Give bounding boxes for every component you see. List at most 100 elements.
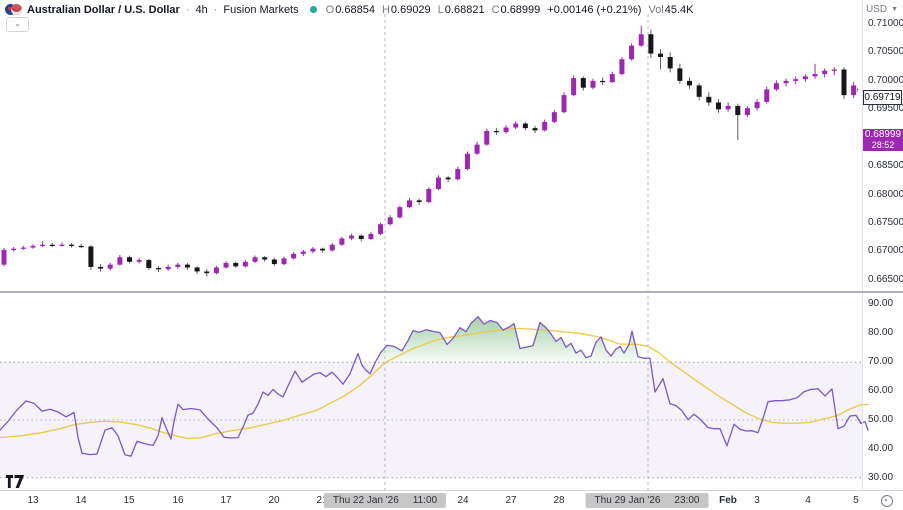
candle-body [242, 261, 248, 267]
candle-body [667, 56, 673, 69]
candle-body [600, 80, 606, 83]
candle-body [339, 238, 345, 245]
price-tick-label: 0.68000 [868, 189, 903, 200]
exchange-label[interactable]: Fusion Markets [223, 3, 299, 16]
candle-body [629, 45, 635, 60]
currency-label: USD [865, 4, 888, 15]
candle-body [435, 177, 441, 189]
candle-body [764, 89, 770, 102]
open-value: 0.68854 [335, 3, 375, 16]
time-tick-label: 15 [123, 495, 135, 506]
rsi-tick-label: 90.00 [868, 298, 894, 309]
candle-body [358, 235, 364, 240]
candle-body [831, 69, 837, 71]
candle-body [117, 257, 123, 265]
rsi-line [0, 316, 869, 457]
candle-body [802, 76, 808, 80]
time-tick-label: 17 [220, 495, 232, 506]
symbol-legend[interactable]: Australian Dollar / U.S. Dollar · 4h · F… [5, 3, 694, 16]
candle-body [271, 259, 277, 265]
candle-body [59, 244, 65, 247]
candle-body [320, 248, 326, 251]
time-tick-label: 14 [75, 495, 87, 506]
time-tick-label: 24 [457, 495, 469, 506]
tradingview-logo[interactable] [5, 474, 26, 489]
candle-body [851, 85, 857, 96]
axis-plus-icon[interactable]: + [855, 84, 861, 95]
candle-body [648, 34, 654, 54]
candle-body [155, 268, 161, 270]
candle-body [368, 233, 374, 240]
volume-label: Vol [648, 3, 664, 16]
candle-body [754, 101, 760, 109]
bar-countdown: 28:52 [871, 140, 895, 150]
candle-body [696, 85, 702, 97]
rsi-band [0, 362, 862, 478]
candle-body [426, 188, 432, 203]
candle-body [349, 235, 355, 239]
price-axis-currency-button[interactable]: USD ▼ [866, 4, 898, 15]
candle-body [638, 34, 644, 46]
candle-body [329, 244, 335, 251]
candle-body [445, 177, 451, 180]
candle-body [11, 248, 17, 251]
currency-pair-icon [5, 3, 22, 16]
candle-body [20, 247, 26, 249]
time-tick-label: 20 [268, 495, 280, 506]
candle-body [98, 266, 104, 269]
legend-separator: · [185, 3, 190, 16]
candle-body [773, 83, 779, 90]
close-value: 0.68999 [500, 3, 541, 16]
price-tick-label: 0.71000 [868, 18, 903, 29]
candle-body [561, 95, 567, 113]
candle-body [455, 169, 461, 180]
market-status-icon[interactable] [309, 6, 317, 13]
interval-label[interactable]: 4h [195, 3, 208, 16]
rsi-tick-label: 30.00 [868, 472, 894, 483]
candle-body [407, 200, 413, 208]
candle-body [78, 245, 84, 248]
rsi-ma-line [0, 327, 869, 440]
candle-body [793, 79, 799, 81]
high-label: H [381, 3, 390, 16]
candle-body [107, 264, 113, 269]
candle-body [204, 271, 210, 274]
crosshair-date: Thu 22 Jan '26 [332, 495, 399, 506]
low-value: 0.68821 [444, 3, 485, 16]
candle-body [291, 253, 297, 259]
candle-body [387, 217, 393, 225]
price-tick-label: 0.70500 [868, 46, 903, 57]
timezone-settings-icon[interactable] [881, 495, 893, 507]
price-tick-label: 0.66500 [868, 274, 903, 285]
crosshair-time-badge: Thu 29 Jan '26 23:00 [585, 493, 709, 508]
candle-body [30, 245, 36, 248]
candle-body [532, 128, 538, 131]
candle-body [706, 96, 712, 103]
candle-body [69, 244, 75, 247]
legend-collapse-button[interactable]: ⌄ [6, 17, 29, 32]
candle-body [127, 257, 133, 262]
time-tick-label: 4 [805, 495, 811, 506]
price-tick-label: 0.68500 [868, 160, 903, 171]
time-tick-label: 13 [27, 495, 39, 506]
candle-body [715, 102, 721, 110]
candle-body [725, 105, 731, 110]
candle-body [542, 121, 548, 131]
candle-body [522, 123, 528, 129]
pane-divider[interactable] [0, 291, 903, 293]
symbol-title[interactable]: Australian Dollar / U.S. Dollar [27, 3, 180, 16]
candle-body [783, 80, 789, 84]
candle-body [378, 224, 384, 234]
candle-body [474, 144, 480, 154]
price-tick-label: 0.70000 [868, 75, 903, 86]
ohlc-values: O0.68854 H0.69029 L0.68821 C0.68999 +0.0… [326, 4, 694, 16]
candle-body [590, 80, 596, 88]
candle-body [136, 260, 142, 262]
candle-body [252, 257, 258, 262]
candle-body [735, 105, 741, 116]
crosshair-price-label: 0.69719 [863, 89, 902, 105]
candle-body [397, 207, 403, 218]
candle-body [165, 266, 171, 270]
price-tick-label: 0.67500 [868, 217, 903, 228]
